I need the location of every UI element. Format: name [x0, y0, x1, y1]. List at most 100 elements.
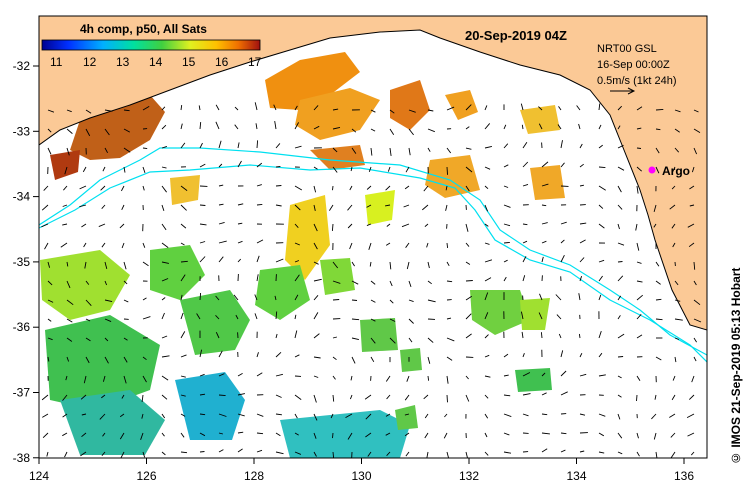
current-vector: [42, 432, 49, 439]
current-vector: [446, 166, 448, 175]
colorbar-title: 4h comp, p50, All Sats: [80, 22, 207, 36]
current-vector: [389, 128, 395, 135]
current-vector: [541, 392, 547, 396]
current-vector: [123, 337, 128, 341]
current-vector: [598, 204, 604, 209]
current-vector: [332, 432, 334, 439]
current-vector: [101, 394, 106, 399]
colorbar-tick-label: 13: [116, 55, 130, 69]
current-vector: [503, 164, 509, 168]
current-vector: [235, 314, 239, 320]
current-vector: [653, 223, 657, 228]
current-vector: [503, 374, 509, 377]
y-tick-label: -38: [13, 451, 31, 465]
current-vector: [62, 432, 68, 437]
current-vector: [693, 280, 697, 286]
current-vector: [313, 312, 319, 320]
y-tick-label: -35: [13, 255, 31, 269]
legend-line2: 16-Sep 00:00Z: [597, 59, 670, 71]
current-vector: [671, 394, 676, 401]
current-vector: [617, 275, 624, 282]
current-vector: [161, 394, 168, 400]
current-vector: [313, 413, 318, 421]
current-vector: [522, 372, 531, 377]
current-vector: [256, 449, 263, 453]
current-vector: [617, 144, 624, 149]
current-vector: [161, 204, 165, 211]
current-vector: [465, 104, 472, 111]
x-tick-label: 130: [351, 469, 371, 483]
current-vector: [275, 351, 282, 358]
current-vector: [446, 242, 449, 249]
current-vector: [332, 375, 336, 380]
current-vector: [389, 109, 395, 114]
current-vector: [560, 370, 567, 377]
current-vector: [446, 375, 449, 384]
current-vector: [47, 128, 52, 133]
current-vector: [576, 105, 581, 111]
current-vector: [385, 204, 391, 207]
current-vector: [522, 393, 531, 396]
current-vector: [465, 185, 470, 192]
current-vector: [558, 333, 562, 339]
current-vector: [674, 318, 683, 321]
current-vector: [218, 394, 226, 397]
current-vector: [484, 242, 490, 245]
current-vector: [672, 242, 676, 248]
current-vector: [275, 166, 281, 168]
current-vector: [389, 318, 396, 322]
current-vector: [65, 375, 68, 381]
current-vector: [558, 106, 562, 111]
current-vector: [386, 451, 391, 457]
current-vector: [522, 240, 528, 244]
current-vector: [427, 261, 430, 269]
current-vector: [503, 241, 510, 244]
current-vector: [294, 223, 299, 228]
current-vector: [503, 143, 509, 149]
current-vector: [351, 280, 359, 285]
current-vector: [120, 451, 125, 458]
current-vector: [47, 337, 53, 341]
current-vector: [445, 204, 448, 211]
current-vector: [83, 375, 87, 384]
current-vector: [104, 280, 108, 286]
current-vector: [199, 142, 203, 149]
current-vector: [386, 394, 391, 400]
x-tick-label: 124: [29, 469, 49, 483]
current-vector: [484, 292, 489, 301]
current-vector: [119, 432, 125, 440]
current-vector: [556, 314, 562, 320]
current-vector: [79, 185, 87, 190]
current-vector: [693, 261, 696, 270]
current-vector: [366, 204, 372, 208]
current-vector: [237, 431, 244, 434]
current-vector: [364, 394, 372, 400]
current-vector: [671, 166, 676, 173]
current-vector: [579, 163, 584, 168]
current-vector: [541, 372, 546, 377]
current-vector: [313, 105, 319, 111]
current-vector: [313, 166, 318, 170]
current-vector: [313, 223, 318, 232]
current-vector: [294, 413, 298, 419]
current-vector: [351, 261, 355, 267]
current-vector: [180, 432, 185, 438]
current-vector: [256, 255, 260, 263]
current-vector: [385, 185, 391, 191]
current-vector: [636, 451, 640, 457]
argo-float-icon: [648, 166, 656, 174]
current-vector: [522, 142, 528, 149]
current-vector: [275, 333, 278, 339]
current-vector: [484, 394, 489, 399]
current-vector: [406, 261, 410, 270]
current-vector: [275, 394, 282, 398]
current-vector: [332, 280, 341, 284]
current-vector: [655, 356, 662, 361]
current-vector: [64, 166, 68, 175]
current-vector: [180, 204, 187, 211]
current-vector: [350, 166, 353, 172]
current-vector: [541, 240, 547, 244]
current-vector: [275, 432, 281, 437]
current-vector: [104, 299, 113, 303]
current-vector: [484, 375, 491, 378]
